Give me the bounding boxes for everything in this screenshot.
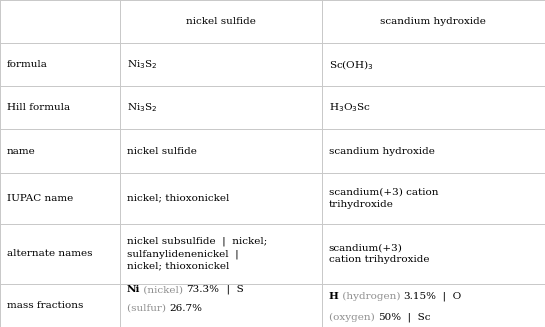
Text: |  O: | O [436, 291, 462, 301]
Text: alternate names: alternate names [7, 249, 93, 258]
Text: Sc(OH)$_3$: Sc(OH)$_3$ [329, 58, 373, 72]
Text: nickel sulfide: nickel sulfide [186, 17, 256, 26]
Text: Ni$_3$S$_2$: Ni$_3$S$_2$ [127, 101, 158, 114]
Text: 50%: 50% [378, 313, 401, 322]
Text: |  Sc: | Sc [401, 313, 430, 322]
Text: Ni$_3$S$_2$: Ni$_3$S$_2$ [127, 58, 158, 71]
Text: mass fractions: mass fractions [7, 301, 83, 310]
Text: (oxygen): (oxygen) [329, 313, 378, 322]
Text: 3.15%: 3.15% [403, 292, 436, 301]
Text: H: H [329, 292, 338, 301]
Text: nickel subsulfide  |  nickel;
sulfanylidenenickel  |
nickel; thioxonickel: nickel subsulfide | nickel; sulfanyliden… [127, 237, 267, 270]
Text: IUPAC name: IUPAC name [7, 194, 74, 203]
Text: name: name [7, 146, 36, 156]
Text: (hydrogen): (hydrogen) [338, 292, 403, 301]
Text: scandium hydroxide: scandium hydroxide [329, 146, 434, 156]
Text: (nickel): (nickel) [141, 285, 186, 294]
Text: Hill formula: Hill formula [7, 103, 70, 112]
Text: nickel sulfide: nickel sulfide [127, 146, 197, 156]
Text: 26.7%: 26.7% [169, 303, 202, 313]
Text: formula: formula [7, 60, 48, 69]
Text: Ni: Ni [127, 285, 141, 294]
Text: |  S: | S [220, 285, 244, 295]
Text: nickel; thioxonickel: nickel; thioxonickel [127, 194, 229, 203]
Text: 73.3%: 73.3% [186, 285, 220, 294]
Text: scandium(+3) cation
trihydroxide: scandium(+3) cation trihydroxide [329, 188, 438, 209]
Text: H$_3$O$_3$Sc: H$_3$O$_3$Sc [329, 101, 371, 114]
Text: scandium(+3)
cation trihydroxide: scandium(+3) cation trihydroxide [329, 243, 429, 264]
Text: scandium hydroxide: scandium hydroxide [380, 17, 486, 26]
Text: (sulfur): (sulfur) [127, 303, 169, 313]
